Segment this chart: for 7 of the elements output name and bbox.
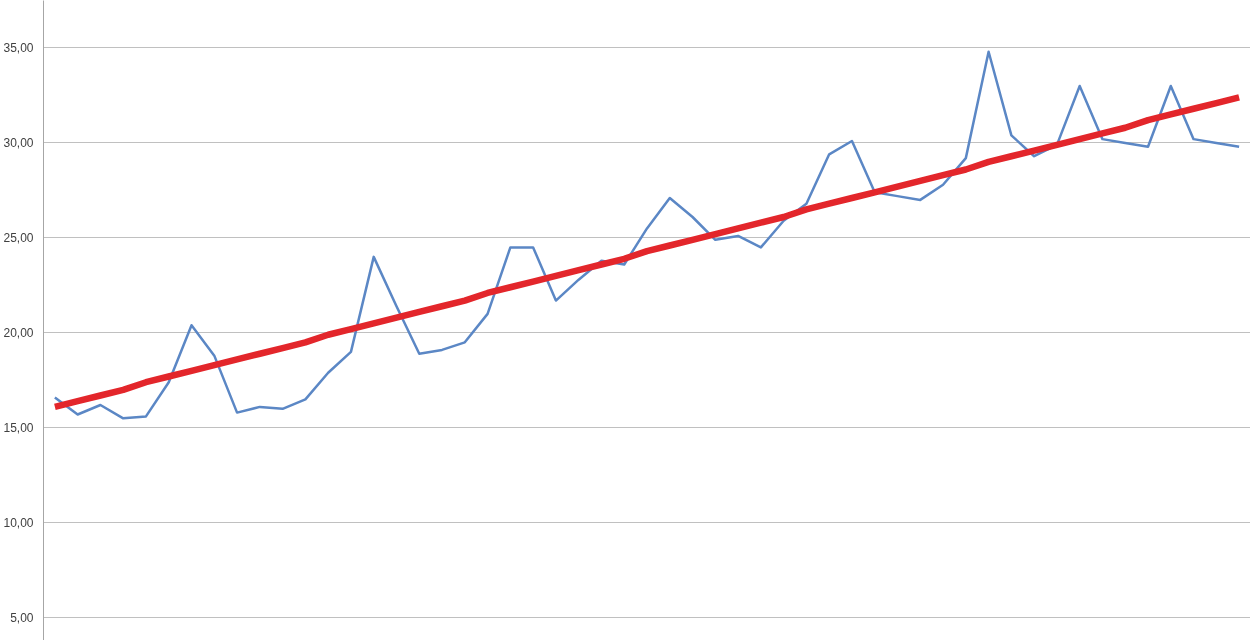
y-tick-label: 25,00 [3,231,34,246]
y-tick-label: 10,00 [3,516,34,531]
y-tick-label: 5,00 [10,611,34,626]
y-tick-label: 15,00 [3,421,34,436]
y-tick-label: 30,00 [3,136,34,151]
y-tick-label: 20,00 [3,326,34,341]
y-tick-label: 35,00 [3,41,34,56]
